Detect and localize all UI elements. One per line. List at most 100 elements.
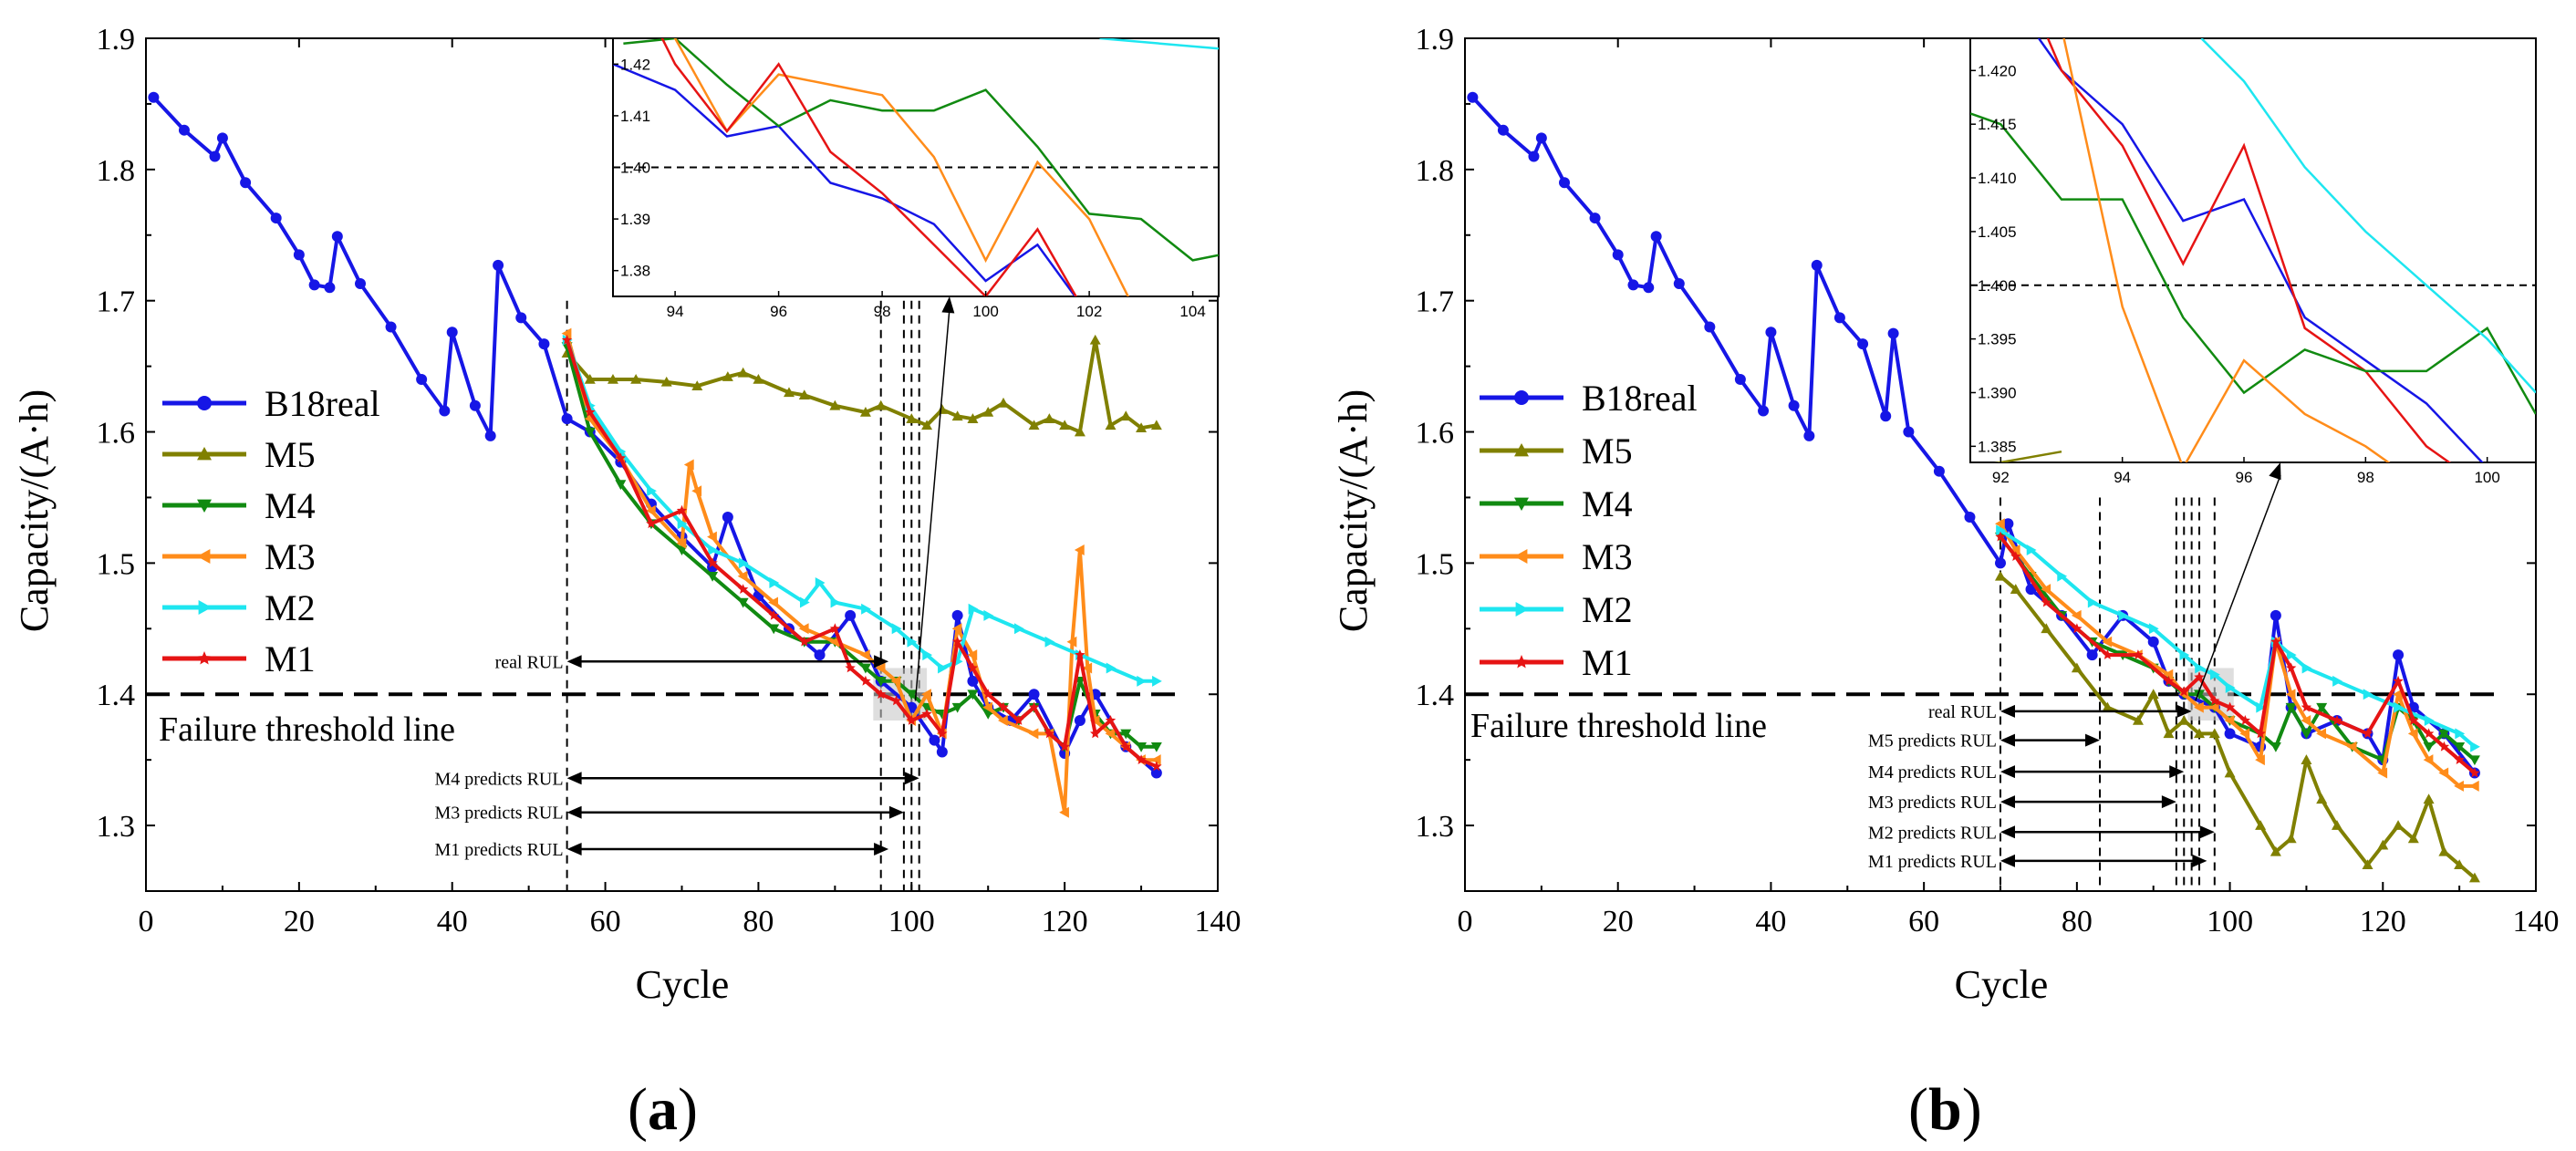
data-point: [2041, 584, 2051, 596]
inset-plot: 94 96 98 100 102 104 1.38 1.39 1.40 1.41 1.42: [612, 37, 1220, 701]
inset-series-M4: [623, 38, 1219, 262]
data-point: [2041, 623, 2052, 634]
data-point: [1880, 410, 1892, 422]
data-point: [1995, 518, 2005, 530]
data-point: [2026, 544, 2037, 555]
inset-frame: [1969, 37, 2537, 463]
legend-label: M4: [265, 485, 316, 526]
data-point: [2195, 662, 2206, 674]
data-point: [2147, 636, 2159, 648]
data-point: [936, 746, 948, 758]
data-point: [2132, 715, 2144, 725]
data-point: [2255, 820, 2267, 830]
data-point: [1857, 338, 1869, 350]
legend-entry-M3: M3: [1480, 536, 1633, 577]
data-point: [2346, 741, 2357, 752]
data-point: [2407, 833, 2419, 844]
legend-label: M2: [265, 587, 316, 628]
data-point: [2255, 728, 2266, 739]
series-M1: [1995, 531, 2480, 778]
data-point: [2147, 689, 2159, 700]
data-point: [2455, 728, 2466, 740]
data-point: [890, 675, 901, 687]
inset-x-tick-label: 100: [972, 303, 998, 320]
data-point: [938, 662, 948, 674]
data-point: [293, 249, 305, 261]
data-point: [2438, 729, 2450, 740]
data-point: [1559, 177, 1571, 189]
rul-arrow-head: [2000, 765, 2015, 779]
data-point: [1887, 327, 1899, 339]
data-point: [1811, 259, 1823, 271]
panel-a: real RUL M4 predicts RUL M3 predicts RUL M1…: [12, 23, 1241, 1143]
x-tick-label: 40: [437, 905, 468, 938]
data-point: [814, 649, 826, 661]
data-point: [998, 397, 1009, 408]
x-tick-label: 100: [888, 905, 935, 938]
data-point: [676, 545, 688, 555]
data-point: [446, 327, 458, 338]
data-point: [2255, 754, 2265, 766]
data-point: [951, 410, 963, 421]
data-point: [707, 571, 719, 582]
data-point: [2071, 662, 2083, 673]
data-point: [1788, 399, 1800, 411]
inset-x-tick-label: 94: [2114, 469, 2131, 486]
data-point: [677, 518, 688, 530]
data-point: [875, 399, 887, 410]
data-point: [2148, 623, 2159, 635]
data-point: [439, 405, 451, 417]
zoom-connector-head: [2269, 462, 2281, 481]
data-point: [1028, 420, 1040, 430]
data-point: [891, 623, 902, 635]
y-axis-label: Capacity/(A·h): [1331, 389, 1376, 632]
data-point: [615, 480, 627, 491]
data-point: [859, 663, 871, 674]
data-point: [951, 623, 962, 635]
inset-y-tick-label: 1.40: [620, 160, 650, 177]
data-point: [982, 406, 994, 417]
series-M3: [1995, 518, 2479, 792]
data-point: [708, 544, 719, 555]
data-point: [967, 690, 979, 700]
data-point: [1803, 430, 1815, 441]
data-point: [2362, 859, 2373, 870]
rul-arrow-head: [2199, 825, 2215, 839]
inset-series-B18real: [2037, 38, 2484, 462]
data-point: [921, 708, 932, 719]
data-point: [515, 312, 527, 324]
data-point: [2423, 793, 2435, 804]
data-point: [967, 662, 979, 673]
data-point: [197, 396, 212, 410]
legend-entry-M5: M5: [162, 434, 316, 475]
data-point: [2301, 662, 2312, 674]
rul-arrow-label: M1 predicts RUL: [1868, 852, 1997, 872]
inset-data: [613, 38, 1219, 296]
rul-arrow-head: [2161, 795, 2176, 809]
data-point: [815, 576, 826, 588]
data-point: [2454, 754, 2465, 764]
data-point: [1105, 420, 1117, 430]
data-point: [1514, 549, 1528, 564]
legend-label: M5: [1582, 430, 1633, 472]
rul-arrow-label: M4 predicts RUL: [1868, 762, 1997, 783]
inset-x-tick-label: 102: [1076, 303, 1102, 320]
x-axis-label: Cycle: [636, 962, 730, 1007]
data-point: [1089, 715, 1100, 726]
legend-label: M5: [265, 434, 316, 475]
data-point: [1028, 728, 1039, 740]
rul-arrow-head: [2192, 854, 2207, 867]
data-point: [906, 690, 918, 700]
x-tick-label: 60: [590, 905, 621, 938]
data-point: [998, 715, 1008, 726]
data-point: [416, 374, 428, 385]
data-point: [1765, 327, 1777, 338]
x-tick-label: 0: [1458, 905, 1473, 938]
rul-arrow-label: M3 predicts RUL: [435, 804, 564, 824]
data-point: [829, 623, 841, 634]
data-point: [2438, 741, 2450, 752]
inset-x-tick-label: 94: [667, 303, 684, 320]
legend-entry-M4: M4: [162, 485, 316, 526]
data-point: [967, 675, 979, 687]
rul-arrow-head: [874, 842, 889, 855]
